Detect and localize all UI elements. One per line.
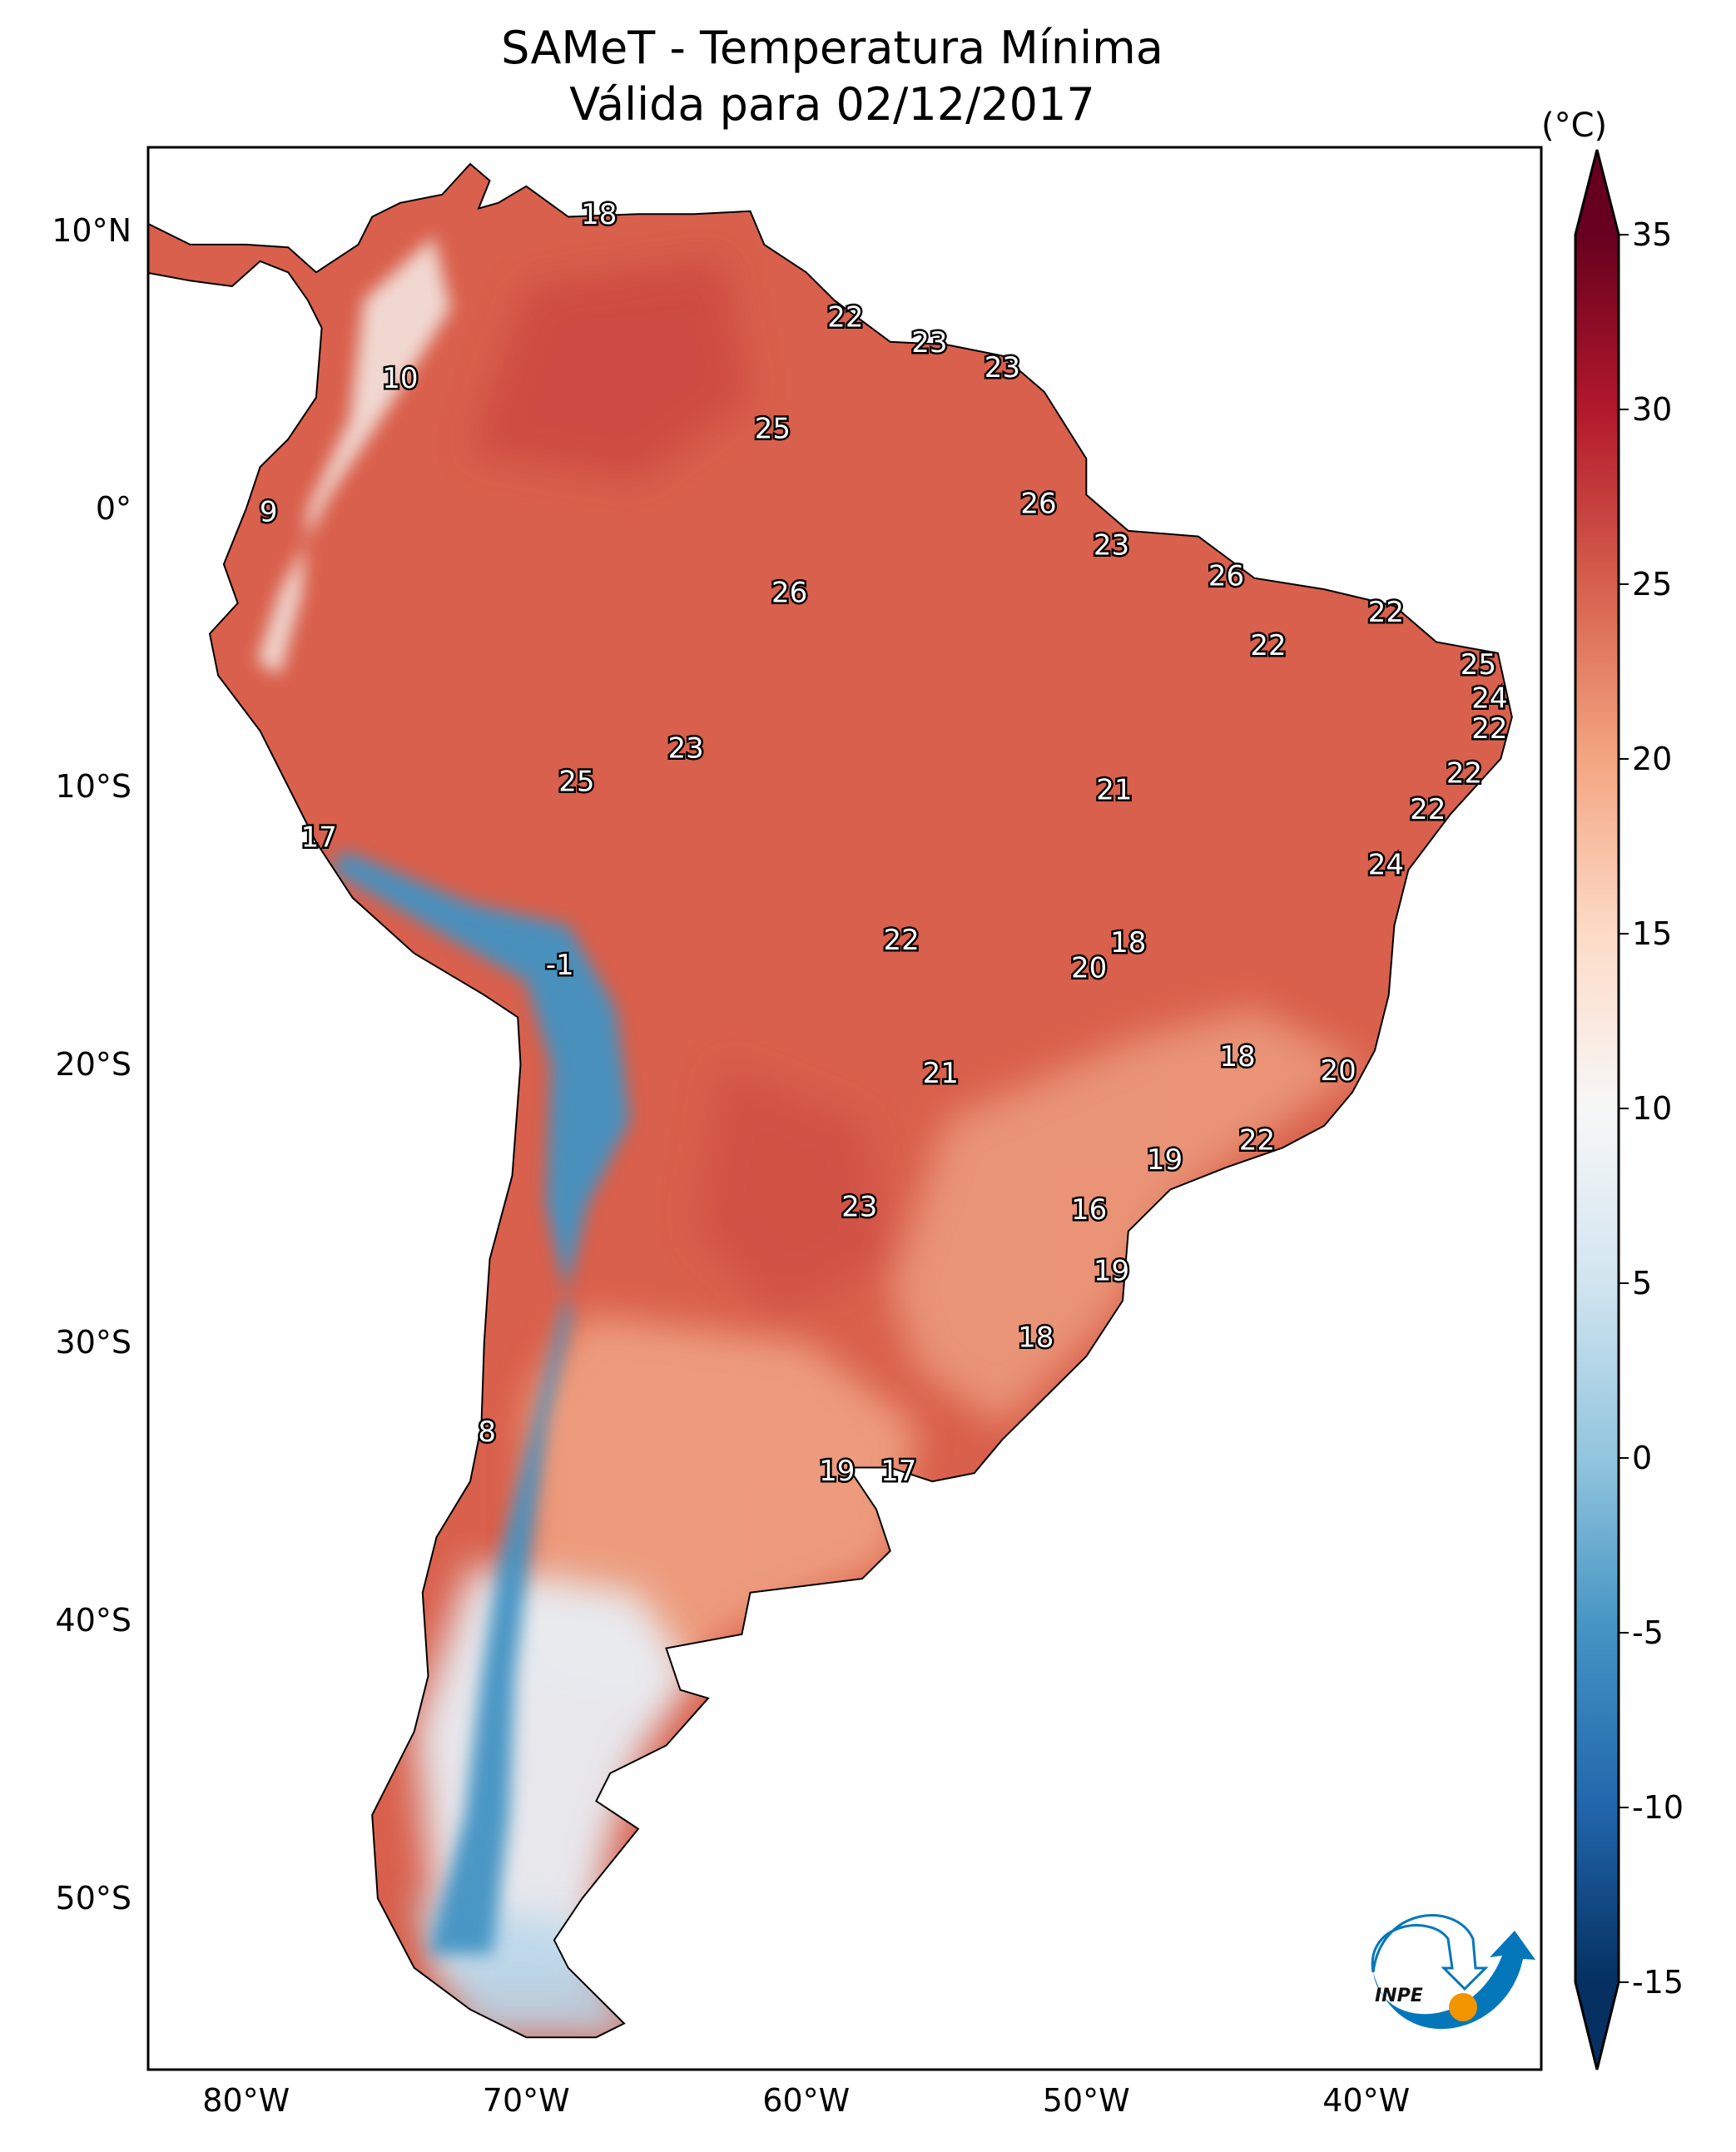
lon-tick-label: 70°W xyxy=(483,2082,570,2119)
temperature-label: 18 xyxy=(1018,1321,1054,1355)
lon-tick-label: 50°W xyxy=(1043,2082,1130,2119)
mild-southeast xyxy=(890,1009,1366,1426)
lon-tick-label: 60°W xyxy=(762,2082,850,2119)
lat-tick-label: 30°S xyxy=(56,1324,131,1361)
temperature-label: 22 xyxy=(1446,757,1482,791)
colorbar-unit: (°C) xyxy=(1541,107,1608,145)
colorbar-tick-label: -5 xyxy=(1632,1614,1664,1651)
lat-tick-label: 20°S xyxy=(56,1046,131,1083)
temperature-label: 22 xyxy=(827,301,863,335)
temperature-label: 24 xyxy=(1471,682,1507,715)
temperature-label: 18 xyxy=(1219,1040,1255,1074)
temperature-label: -1 xyxy=(546,949,574,982)
colorbar-tick-label: 30 xyxy=(1632,391,1672,428)
temperature-label: 17 xyxy=(301,821,337,854)
temperature-label: 26 xyxy=(771,576,807,609)
temperature-label: 23 xyxy=(1094,529,1129,563)
map-frame xyxy=(146,146,1543,2071)
temperature-label: 24 xyxy=(1368,849,1404,882)
temperature-label: 23 xyxy=(841,1191,877,1224)
colorbar-tick-label: 5 xyxy=(1632,1265,1652,1302)
lon-tick-label: 40°W xyxy=(1322,2082,1410,2119)
colorbar-extend-min xyxy=(1575,1982,1619,2070)
temperature-label: 26 xyxy=(1208,559,1244,593)
colorbar-tick-label: 0 xyxy=(1632,1440,1652,1476)
temperature-label: 23 xyxy=(667,731,703,765)
temperature-label: 20 xyxy=(1320,1054,1356,1088)
colorbar: 35 30 25 20 15 10 5 0 -5 -10 -15 xyxy=(1574,149,1684,2070)
colorbar-tick-label: 15 xyxy=(1632,915,1672,952)
temperature-label: 22 xyxy=(1250,629,1286,662)
temperature-label: 20 xyxy=(1071,951,1107,984)
temperature-label: 22 xyxy=(1368,596,1404,629)
temperature-label: 16 xyxy=(1071,1193,1107,1227)
temperature-label: 19 xyxy=(1147,1143,1183,1177)
temperature-label: 22 xyxy=(1471,712,1507,746)
temperature-label: 22 xyxy=(1239,1123,1275,1157)
temperature-label: 21 xyxy=(1096,774,1132,807)
temperature-label: 18 xyxy=(1110,926,1146,959)
chart-title: SAMeT - Temperatura Mínima xyxy=(501,22,1163,74)
cold-andes xyxy=(330,850,630,1954)
colorbar-tick-label: 20 xyxy=(1632,741,1672,777)
temperature-label: 10 xyxy=(382,362,418,395)
lat-tick-label: 0° xyxy=(96,490,131,527)
lat-tick-label: 40°S xyxy=(56,1602,131,1639)
temperature-label: 25 xyxy=(558,766,594,799)
cool-northern-andes xyxy=(257,236,451,676)
temperature-label: 18 xyxy=(581,198,617,231)
temperature-label: 22 xyxy=(1410,793,1446,826)
colorbar-tick-label: -10 xyxy=(1632,1789,1684,1826)
temperature-label: 8 xyxy=(478,1416,496,1449)
chart-subtitle: Válida para 02/12/2017 xyxy=(569,78,1095,131)
colorbar-tick-label: -15 xyxy=(1632,1964,1684,2001)
warm-core-paraguay xyxy=(694,1064,890,1315)
inpe-logo: INPE xyxy=(1371,1914,1535,2030)
temperature-label: 26 xyxy=(1020,488,1056,521)
temperature-label: 9 xyxy=(260,496,278,529)
lat-tick-label: 10°S xyxy=(56,768,131,805)
colorbar-extend-max xyxy=(1575,150,1619,235)
svg-text:INPE: INPE xyxy=(1375,1986,1423,2006)
temperature-label: 23 xyxy=(911,326,947,359)
temperature-label: 22 xyxy=(884,924,920,957)
colorbar-tick-label: 25 xyxy=(1632,566,1672,602)
lon-tick-label: 80°W xyxy=(202,2082,290,2119)
colorbar-gradient xyxy=(1575,235,1619,1982)
temperature-label: 19 xyxy=(819,1455,855,1488)
warm-core-amazon xyxy=(470,258,751,481)
temperature-label: 25 xyxy=(1461,648,1496,682)
colorbar-tick-label: 10 xyxy=(1632,1090,1672,1127)
temperature-label: 21 xyxy=(923,1057,959,1090)
coastline xyxy=(148,162,1513,2039)
lat-tick-label: 10°N xyxy=(52,212,131,249)
temperature-label: 17 xyxy=(880,1455,916,1488)
temperature-label: 25 xyxy=(755,412,791,445)
temperature-label: 19 xyxy=(1094,1254,1129,1287)
colorbar-tick-label: 35 xyxy=(1632,216,1672,253)
lat-tick-label: 50°S xyxy=(56,1880,131,1916)
temperature-label: 23 xyxy=(985,351,1020,384)
